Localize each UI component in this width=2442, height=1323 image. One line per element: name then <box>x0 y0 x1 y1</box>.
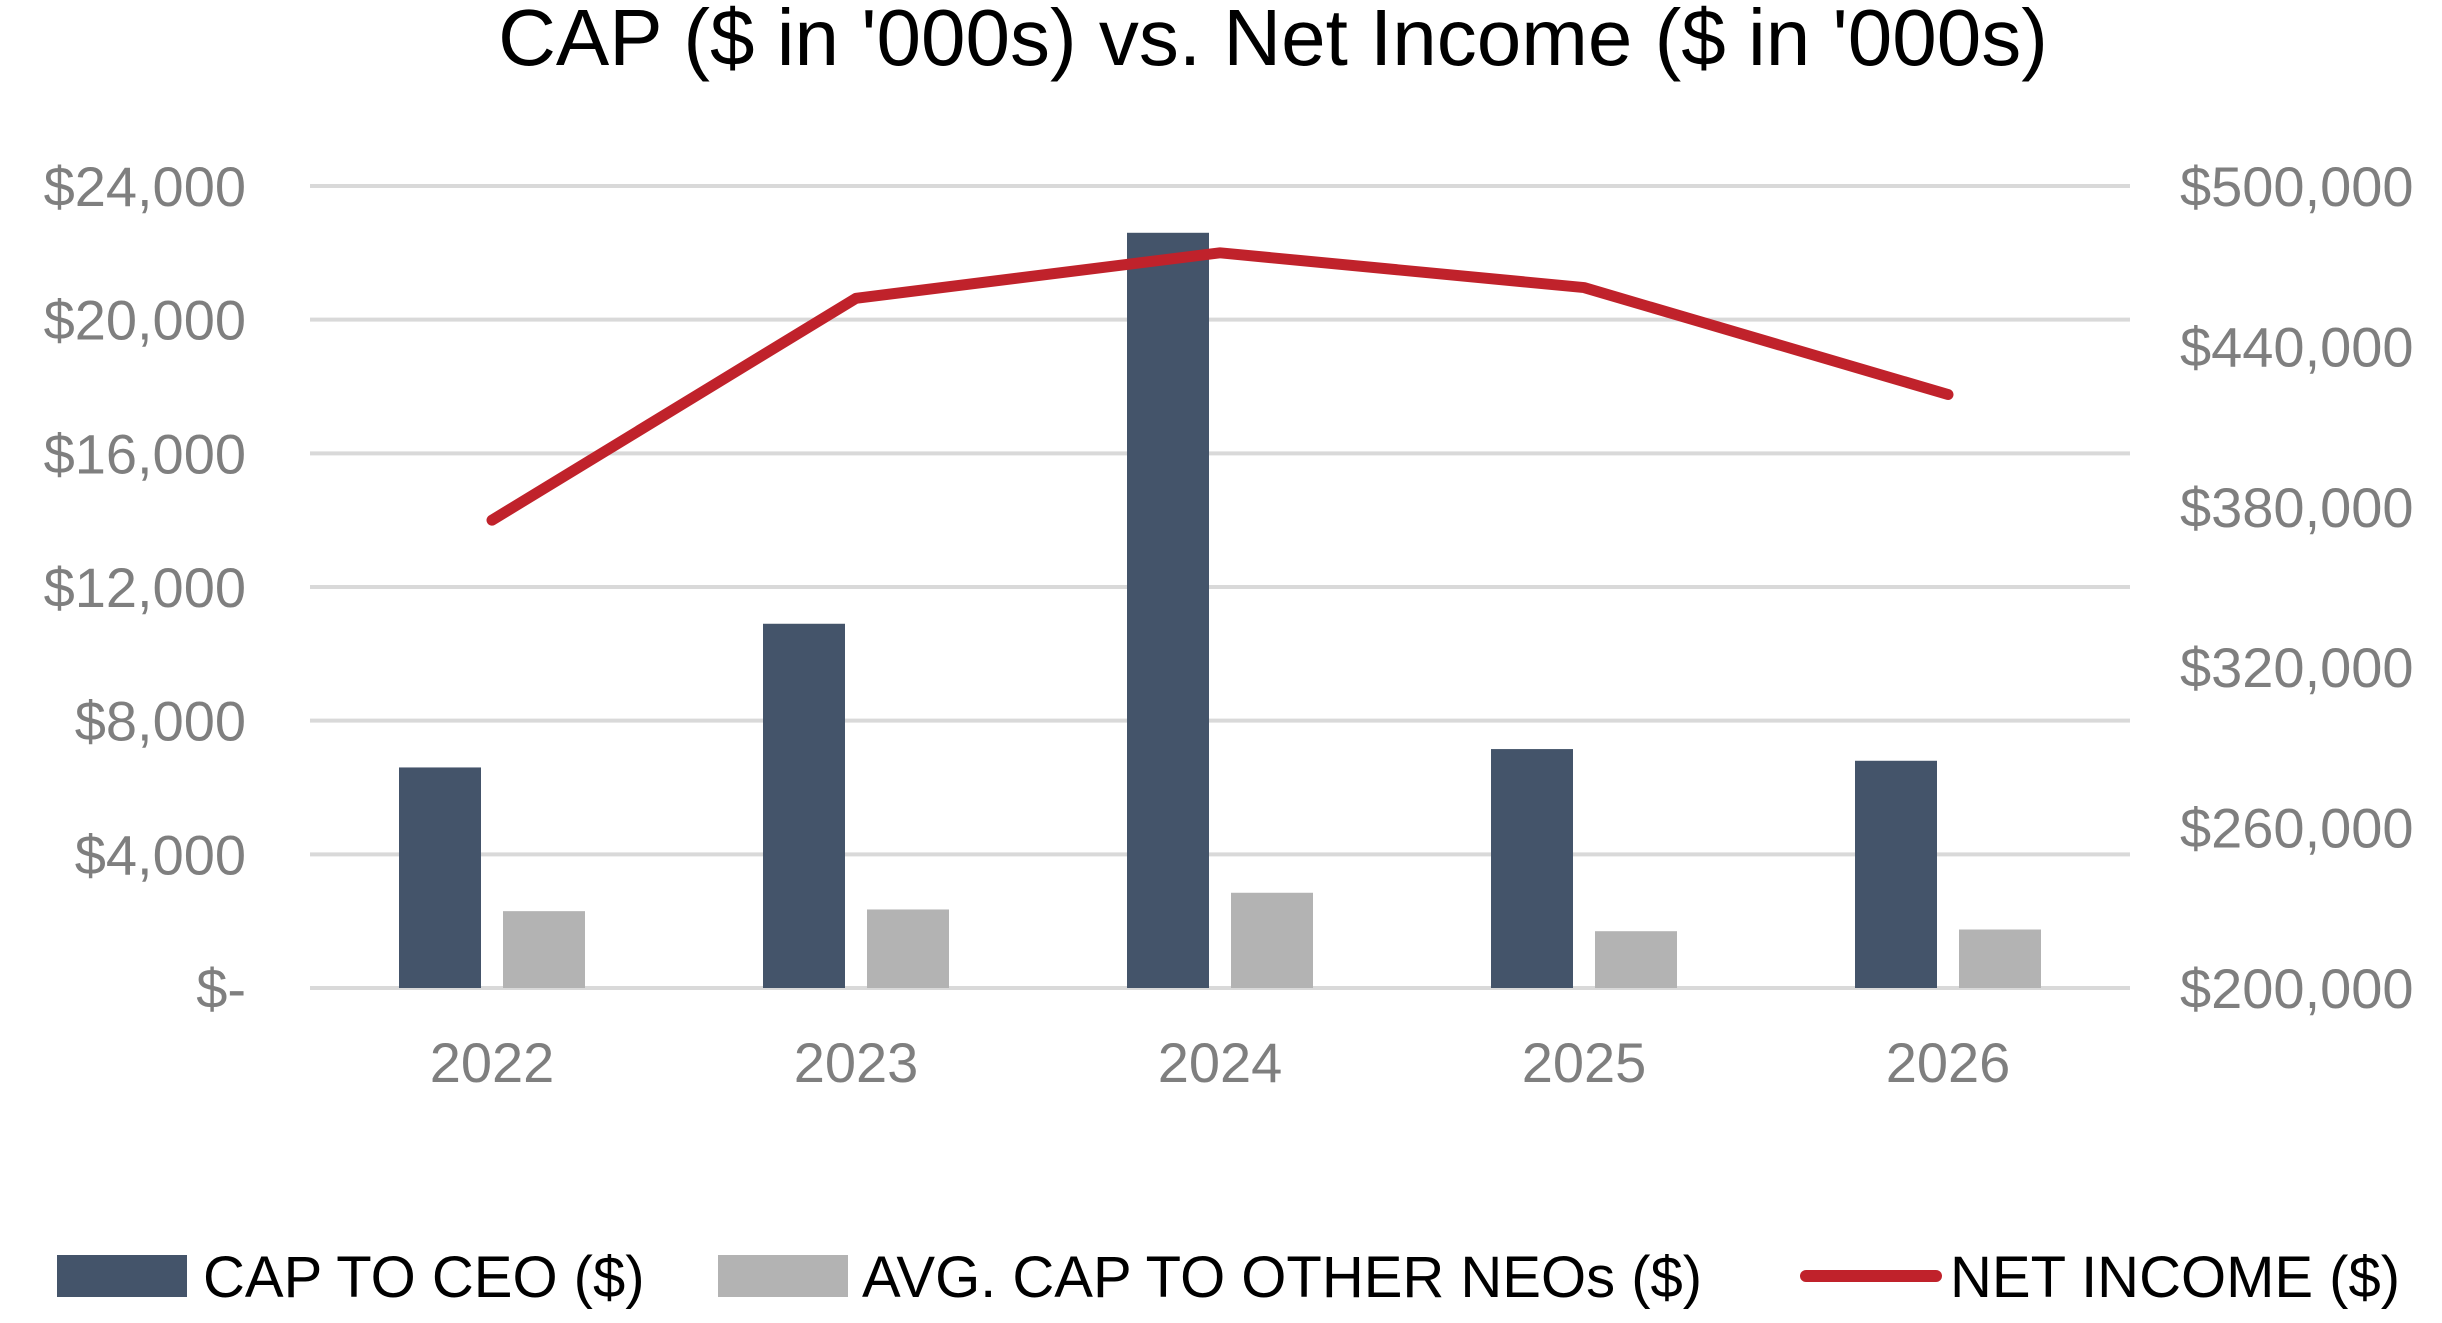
line-series <box>492 253 1948 521</box>
left-y-tick-label: $4,000 <box>75 823 246 886</box>
bar-cap-ceo <box>1127 233 1209 988</box>
bar-avg-cap-neo <box>1231 893 1313 988</box>
bar-avg-cap-neo <box>1959 930 2041 988</box>
legend-swatch <box>57 1255 187 1297</box>
bar-cap-ceo <box>763 624 845 988</box>
legend-label: NET INCOME ($) <box>1950 1245 2400 1310</box>
left-y-axis: $- $4,000 $8,000 $12,000 $16,000 $20,000 $24,0… <box>44 155 246 1020</box>
bar-avg-cap-neo <box>867 909 949 988</box>
legend: CAP TO CEO ($) AVG. CAP TO OTHER NEOs ($)… <box>57 1245 2400 1310</box>
x-tick-label: 2025 <box>1522 1031 1647 1094</box>
x-tick-label: 2026 <box>1886 1031 2011 1094</box>
right-y-axis: $200,000 $260,000 $320,000 $380,000 $440,000… <box>2180 155 2414 1020</box>
left-y-tick-label: $12,000 <box>44 556 246 619</box>
x-tick-label: 2023 <box>794 1031 919 1094</box>
left-y-tick-label: $- <box>196 957 246 1020</box>
left-y-tick-label: $16,000 <box>44 422 246 485</box>
bar-avg-cap-neo <box>1595 931 1677 988</box>
bar-cap-ceo <box>1491 749 1573 988</box>
net-income-line <box>492 253 1948 520</box>
left-y-tick-label: $8,000 <box>75 690 246 753</box>
legend-swatch <box>718 1255 848 1297</box>
legend-label: CAP TO CEO ($) <box>203 1245 645 1310</box>
right-y-tick-label: $500,000 <box>2180 155 2414 218</box>
bar-avg-cap-neo <box>503 911 585 988</box>
right-y-tick-label: $320,000 <box>2180 636 2414 699</box>
chart-title: CAP ($ in '000s) vs. Net Income ($ in '0… <box>498 0 2048 82</box>
bar-cap-ceo <box>399 767 481 988</box>
x-tick-label: 2024 <box>1158 1031 1283 1094</box>
right-y-tick-label: $440,000 <box>2180 315 2414 378</box>
left-y-tick-label: $24,000 <box>44 155 246 218</box>
x-axis: 2022 2023 2024 2025 2026 <box>430 1031 2011 1094</box>
right-y-tick-label: $260,000 <box>2180 797 2414 860</box>
right-y-tick-label: $380,000 <box>2180 476 2414 539</box>
x-tick-label: 2022 <box>430 1031 555 1094</box>
right-y-tick-label: $200,000 <box>2180 957 2414 1020</box>
bar-cap-ceo <box>1855 761 1937 988</box>
legend-label: AVG. CAP TO OTHER NEOs ($) <box>862 1245 1702 1310</box>
left-y-tick-label: $20,000 <box>44 289 246 352</box>
